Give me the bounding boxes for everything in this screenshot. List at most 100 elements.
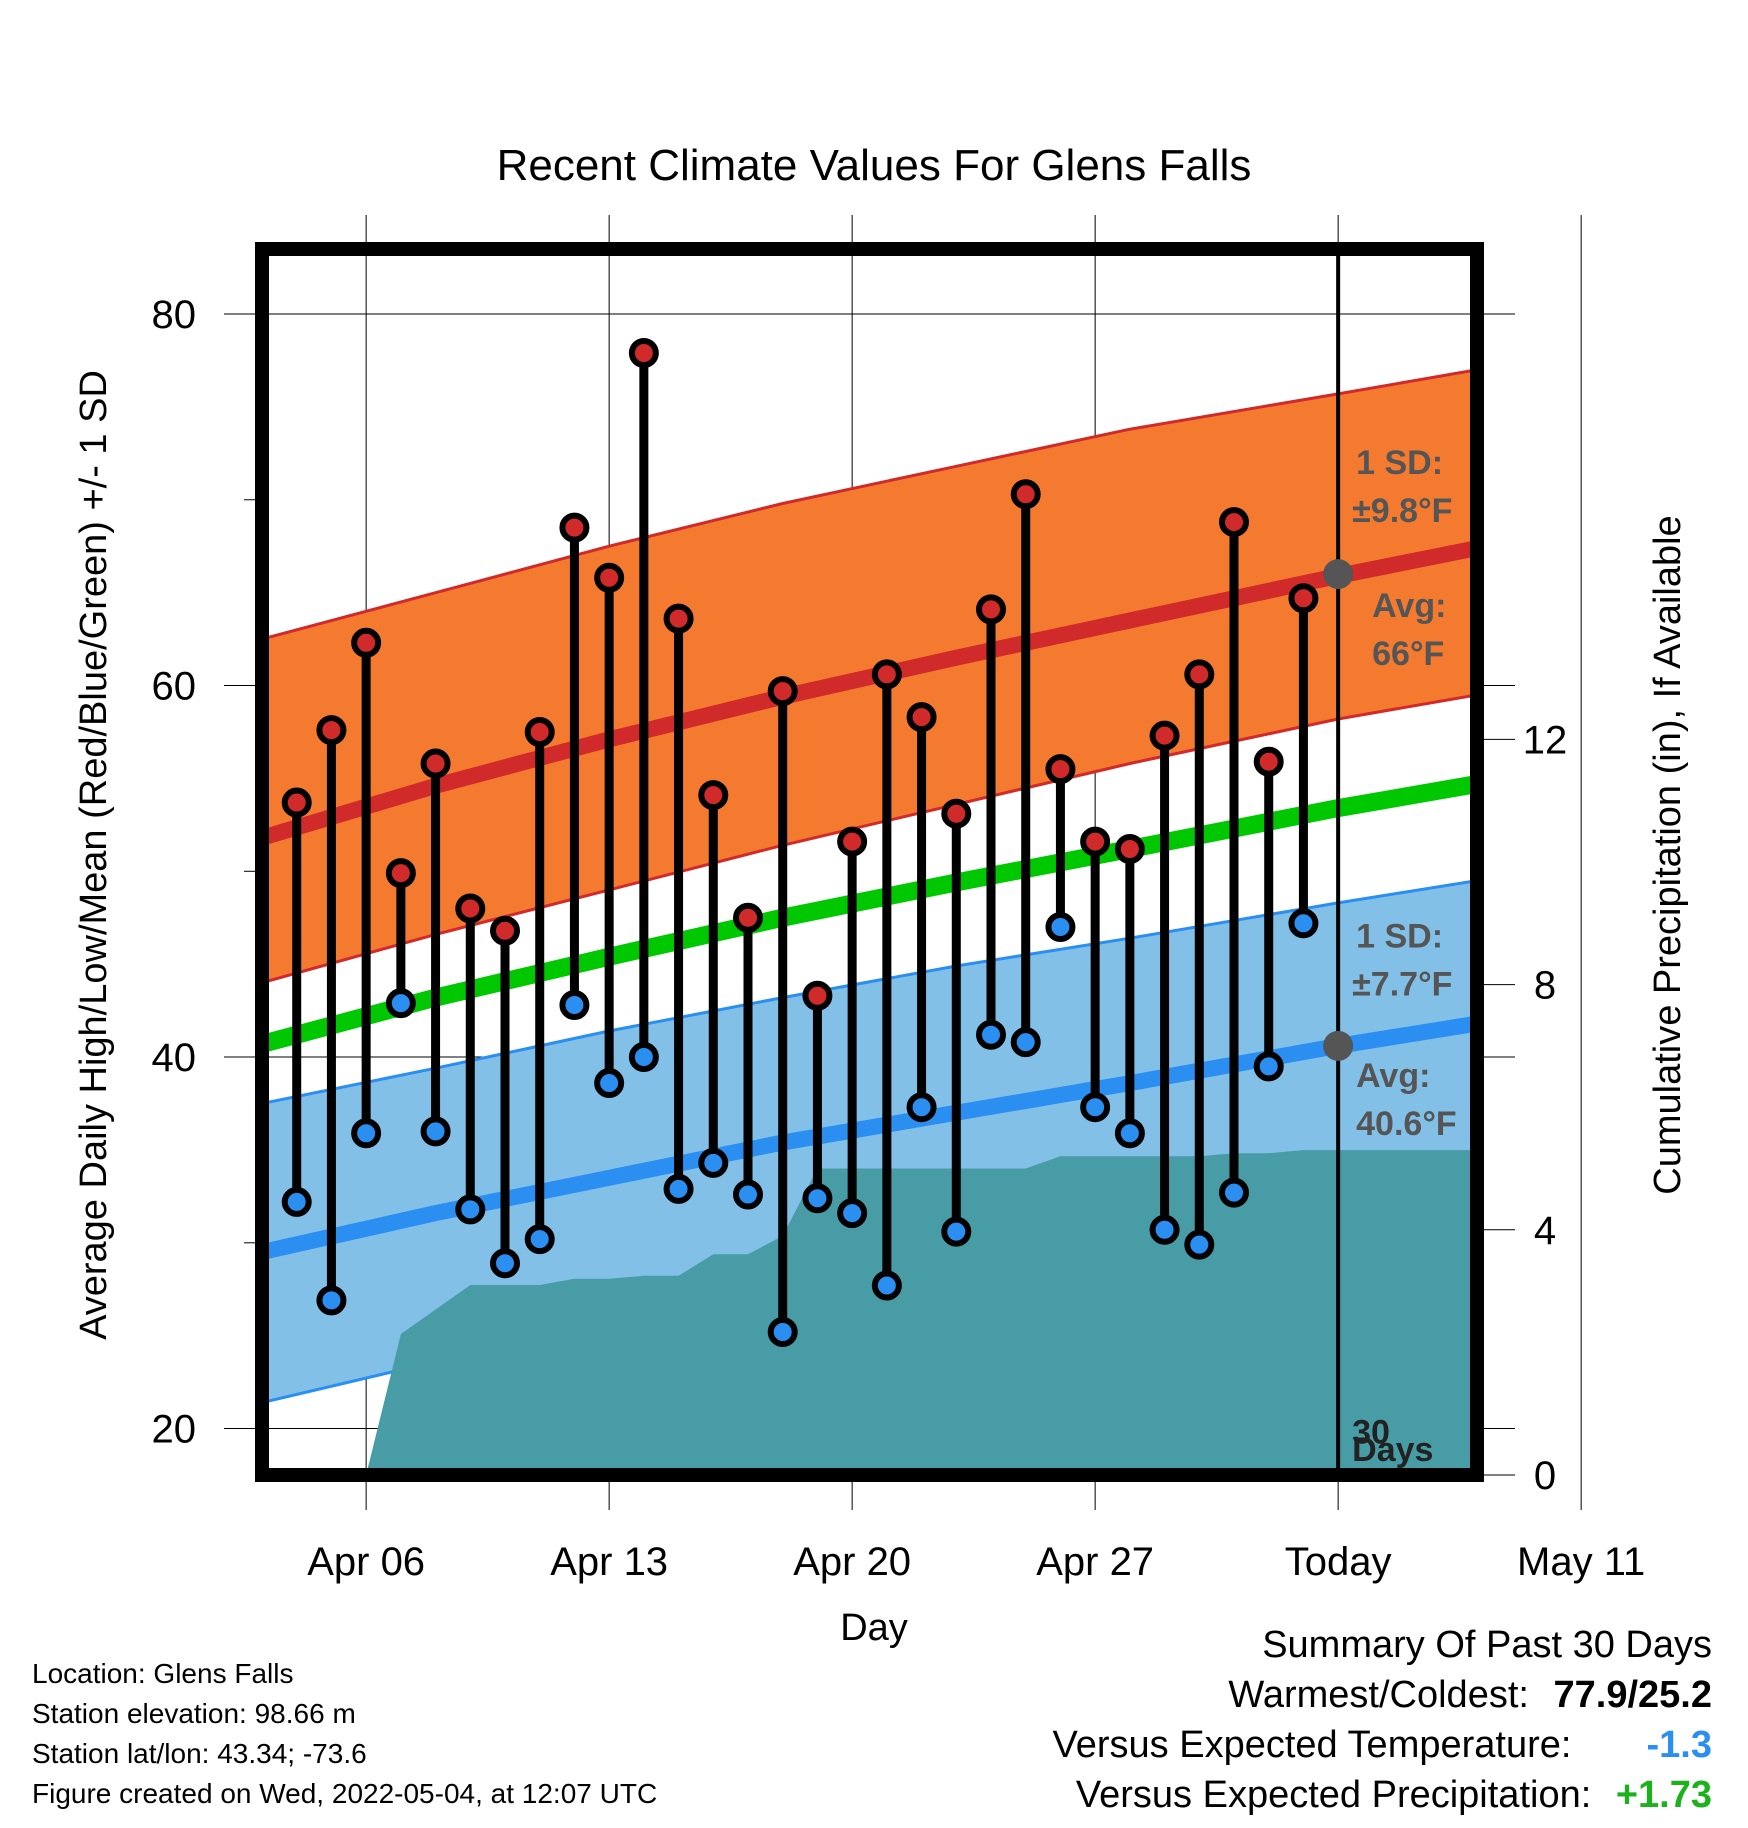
x-axis-title: Day [840, 1607, 908, 1649]
daily-high-point [1149, 720, 1180, 751]
daily-low-point [698, 1147, 729, 1178]
daily-high-point [767, 676, 798, 707]
daily-high-point [316, 715, 347, 746]
elevation-text: Station elevation: 98.66 m [32, 1698, 356, 1729]
latlon-text: Station lat/lon: 43.34; -73.6 [32, 1738, 367, 1769]
daily-high-point [490, 915, 520, 946]
daily-high-point [1114, 833, 1145, 864]
daily-high-point [628, 338, 659, 369]
precip-value: +1.73 [1615, 1774, 1712, 1816]
x-tick-label: Today [1285, 1540, 1392, 1584]
daily-low-point [837, 1198, 868, 1229]
y2-axis-title: Cumulative Precipitation (in), If Availa… [1647, 515, 1689, 1194]
y-axis-title: Average Daily High/Low/Mean (Red/Blue/Gr… [73, 370, 115, 1340]
daily-low-point [733, 1179, 763, 1210]
temp-value: -1.3 [1646, 1724, 1712, 1766]
high-sd-value: ±9.8°F [1352, 492, 1452, 530]
daily-high-point [281, 787, 312, 818]
daily-high-point [351, 627, 382, 658]
today-low-avg-point [1323, 1030, 1354, 1061]
summary-heading: Summary Of Past 30 Days [1262, 1624, 1712, 1666]
plot-frame [255, 242, 1484, 1482]
daily-low-point [351, 1118, 382, 1149]
normal-high-upper-edge [262, 368, 1477, 641]
normal-high-mean-line [262, 539, 1477, 846]
y-tick-label: 60 [152, 665, 197, 709]
created-text: Figure created on Wed, 2022-05-04, at 12… [32, 1778, 658, 1809]
daily-high-point [1184, 659, 1215, 690]
daily-low-point [524, 1224, 555, 1255]
x-tick-label: May 11 [1517, 1540, 1645, 1584]
daily-low-point [802, 1183, 833, 1214]
daily-high-point [871, 659, 902, 690]
daily-high-point [733, 902, 763, 933]
y2-tick-label: 8 [1534, 964, 1556, 1008]
low-avg-value: 40.6°F [1356, 1105, 1457, 1143]
daily-high-point [941, 798, 972, 829]
chart-title: Recent Climate Values For Glens Falls [497, 141, 1252, 190]
annotations: 1 SD: ±9.8°F Avg: 66°F 1 SD: ±7.7°F Avg: 40.6°F… [1323, 444, 1457, 1469]
high-avg-value: 66°F [1372, 635, 1444, 673]
daily-high-point [1080, 826, 1111, 857]
summary-panel: Summary Of Past 30 Days Warmest/Coldest:… [1053, 1620, 1712, 1820]
daily-low-point [1184, 1229, 1215, 1260]
daily-high-point [1253, 746, 1284, 777]
daily-high-point [385, 858, 416, 889]
daily-high-point [802, 980, 833, 1011]
daily-high-point [420, 748, 451, 779]
daily-high-point [663, 603, 694, 634]
y2-tick-label: 12 [1523, 718, 1568, 762]
daily-low-point [1080, 1092, 1111, 1123]
daily-low-point [1010, 1027, 1041, 1058]
station-info: Location: Glens Falls Station elevation:… [32, 1654, 657, 1814]
daily-low-point [1288, 908, 1319, 939]
daily-high-point [594, 562, 625, 593]
daily-high-point [1045, 754, 1076, 785]
days-number: 30 [1352, 1413, 1390, 1451]
normal-low-band [262, 880, 1477, 1403]
y2-tick-label: 0 [1534, 1454, 1556, 1498]
daily-high-point [698, 780, 729, 811]
x-tick-label: Apr 06 [307, 1540, 425, 1584]
high-sd-label: 1 SD: [1356, 444, 1443, 482]
location-text: Location: Glens Falls [32, 1658, 294, 1689]
daily-low-point [628, 1042, 659, 1073]
daily-low-point [1045, 912, 1076, 943]
daily-high-point [1288, 583, 1319, 614]
y-tick-label: 40 [152, 1036, 197, 1080]
daily-high-point [455, 893, 486, 924]
daily-low-point [385, 988, 416, 1019]
daily-low-point [559, 990, 590, 1021]
daily-low-point [767, 1316, 798, 1347]
daily-low-point [1149, 1214, 1180, 1245]
low-sd-label: 1 SD: [1356, 917, 1443, 955]
daily-low-point [490, 1248, 520, 1279]
daily-low-point [316, 1285, 347, 1316]
daily-low-point [906, 1092, 937, 1123]
daily-high-point [906, 702, 937, 733]
x-tick-label: Apr 27 [1036, 1540, 1154, 1584]
summary-temp-row: Versus Expected Temperature: -1.3 [1053, 1720, 1712, 1770]
precip-label: Versus Expected Precipitation: [1075, 1774, 1592, 1816]
daily-low-point [941, 1216, 972, 1247]
temp-label: Versus Expected Temperature: [1052, 1724, 1572, 1766]
daily-low-point [594, 1068, 625, 1099]
daily-ranges [281, 338, 1319, 1347]
daily-high-point [524, 716, 555, 747]
low-avg-label: Avg: [1356, 1057, 1430, 1095]
high-avg-label: Avg: [1372, 587, 1446, 625]
summary-precip-row: Versus Expected Precipitation: +1.73 [1053, 1770, 1712, 1820]
daily-low-point [663, 1173, 694, 1204]
x-tick-label: Apr 20 [793, 1540, 911, 1584]
x-tick-label: Apr 13 [550, 1540, 668, 1584]
y-tick-label: 20 [152, 1408, 197, 1452]
daily-low-point [455, 1194, 486, 1225]
daily-low-point [1219, 1177, 1249, 1208]
low-sd-value: ±7.7°F [1352, 966, 1452, 1004]
daily-high-point [559, 512, 590, 543]
daily-low-point [871, 1270, 902, 1301]
axes: 20 40 60 80 0 4 8 12 Apr 06 Apr 13 Apr 20 Apr 27 Tod… [152, 293, 1646, 1584]
daily-low-point [976, 1019, 1006, 1050]
y-tick-label: 80 [152, 293, 197, 337]
